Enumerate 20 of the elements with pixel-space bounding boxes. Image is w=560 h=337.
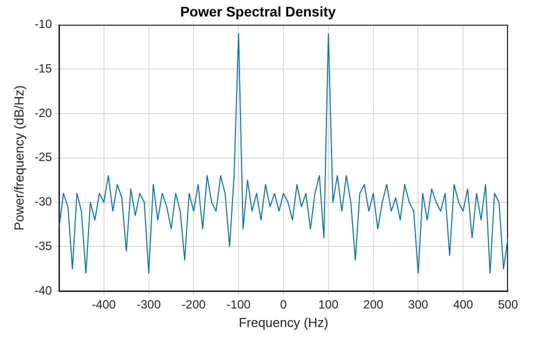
x-tick-label: 0 [280, 298, 288, 312]
y-tick-label: -20 [34, 106, 52, 120]
x-tick-label: -300 [136, 298, 162, 312]
x-tick-label: -400 [92, 298, 116, 312]
x-tick-label: -200 [182, 298, 206, 312]
y-tick-label: -25 [34, 150, 52, 164]
x-tick-label: 500 [498, 298, 518, 312]
y-tick-label: -40 [34, 283, 52, 298]
y-axis-title: Power/frequency (dB/Hz) [11, 85, 26, 231]
x-tick-label: 400 [453, 298, 474, 312]
y-tick-label: -15 [34, 61, 52, 76]
x-tick-label: 300 [408, 298, 429, 312]
x-tick-label: 100 [318, 298, 339, 312]
y-tick-label: -10 [34, 17, 52, 32]
y-tick-label: -35 [34, 238, 52, 253]
x-axis-title: Frequency (Hz) [238, 314, 328, 330]
y-tick-label: -30 [34, 194, 52, 209]
x-tick-label: 200 [363, 298, 384, 312]
chart-title: Power Spectral Density [180, 3, 336, 20]
x-tick-label: -100 [226, 298, 251, 312]
